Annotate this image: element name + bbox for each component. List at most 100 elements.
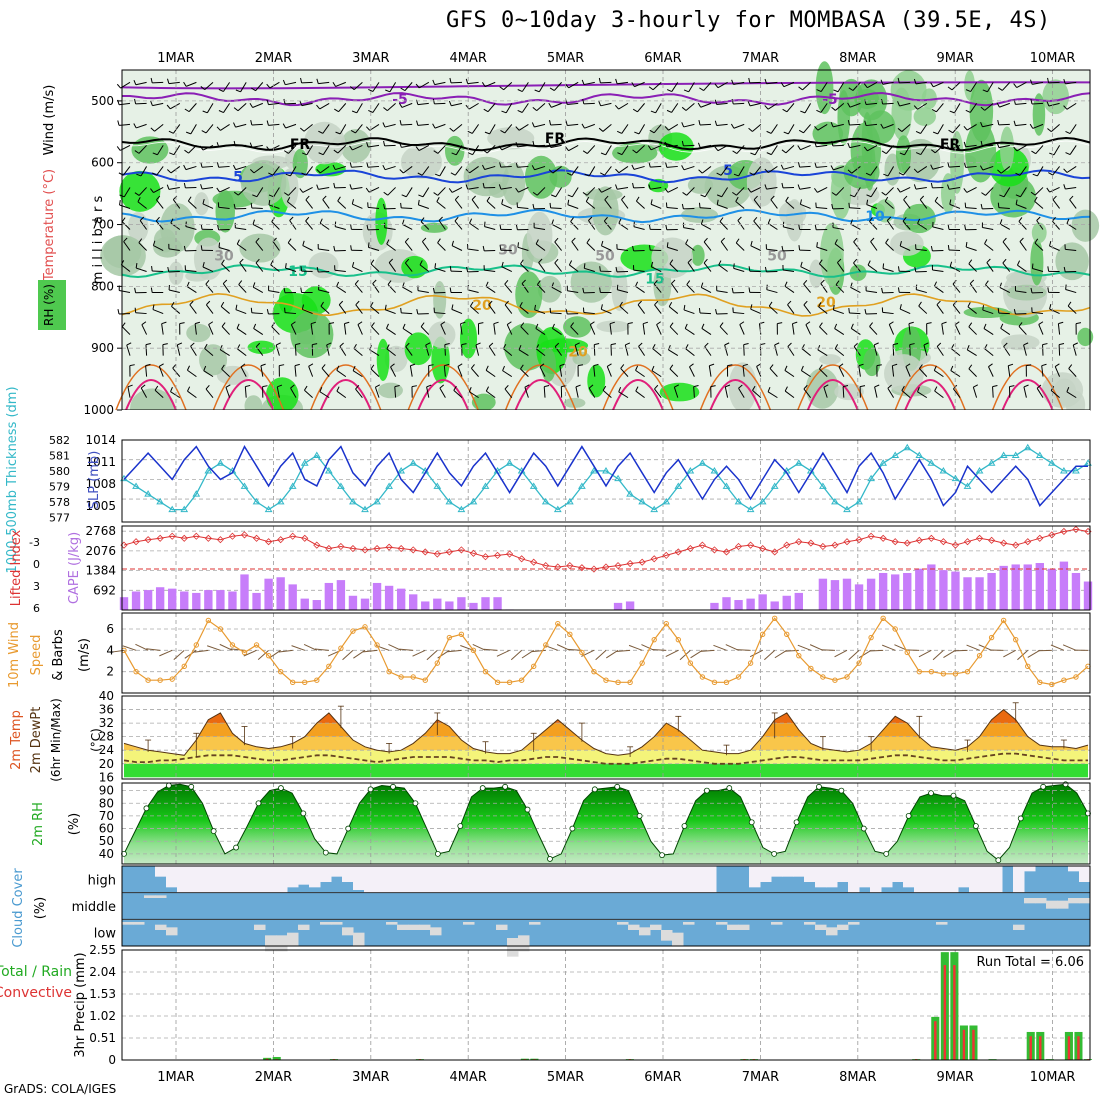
wind-barb-flag bbox=[669, 364, 674, 370]
wind-barb bbox=[138, 145, 147, 154]
wind-barb-flag bbox=[664, 187, 669, 193]
wind-barb bbox=[405, 187, 413, 198]
li-point bbox=[783, 541, 791, 549]
thickness-point bbox=[1072, 466, 1080, 474]
rh-shade bbox=[1030, 238, 1044, 286]
wind-barb bbox=[368, 206, 380, 209]
wind-barb-flag bbox=[814, 141, 817, 147]
wind-barb-flag bbox=[908, 321, 914, 325]
wind-barb bbox=[567, 123, 579, 126]
wind-barb-flag bbox=[664, 141, 668, 147]
rh-shade bbox=[687, 176, 714, 194]
wind-barb-flag bbox=[997, 119, 1000, 126]
wind-barb bbox=[699, 123, 712, 126]
wind-barb bbox=[886, 220, 895, 230]
wind-barb-flag bbox=[515, 224, 518, 230]
wind-barb-flag bbox=[882, 263, 885, 269]
surface-wind-barb bbox=[412, 649, 426, 657]
wind-barb-flag bbox=[221, 364, 225, 370]
rh-shade bbox=[913, 107, 936, 126]
wind-barb bbox=[588, 387, 596, 398]
wind-barb bbox=[637, 304, 646, 314]
cloud-low-cell bbox=[133, 922, 145, 925]
cape-bar bbox=[348, 595, 358, 610]
wind-barb-flag bbox=[698, 169, 703, 174]
wind-barb-flag bbox=[266, 120, 269, 126]
wind-barb-flag bbox=[1029, 123, 1034, 129]
rh-shade bbox=[819, 354, 841, 365]
wind-barb bbox=[136, 267, 147, 273]
y-tick-label: 600 bbox=[91, 156, 114, 170]
wind-barb-flag bbox=[366, 142, 369, 148]
wind-barb-flag bbox=[565, 309, 568, 315]
wind-barb-flag bbox=[780, 164, 784, 170]
rh-shade bbox=[526, 211, 553, 259]
wind-barb-flag bbox=[1036, 384, 1042, 389]
wind-barb bbox=[467, 186, 479, 190]
wind-barb bbox=[602, 390, 612, 399]
wind-barb bbox=[1036, 388, 1044, 398]
wind-barb bbox=[290, 166, 297, 177]
wind-barb-flag bbox=[598, 77, 601, 83]
wind-barb bbox=[517, 165, 529, 168]
cloud-high-cell bbox=[562, 866, 574, 893]
wind-barb-flag bbox=[159, 363, 164, 367]
wind-barb-flag bbox=[388, 258, 394, 263]
wind-barb-flag bbox=[881, 287, 884, 293]
wind-barb-flag bbox=[139, 216, 145, 221]
wind-ylabel-4: (m/s) bbox=[77, 638, 92, 672]
wind-barb bbox=[1072, 344, 1077, 356]
wind-barb bbox=[972, 386, 978, 398]
wind-barb-flag bbox=[883, 173, 889, 177]
wind-barb-flag bbox=[1016, 260, 1021, 266]
wind-barb bbox=[819, 368, 828, 377]
li-point bbox=[1024, 538, 1032, 546]
wind-barb-flag bbox=[781, 149, 787, 154]
surface-wind-barb bbox=[1027, 649, 1041, 658]
wind-barb-flag bbox=[449, 127, 454, 132]
wind-barb bbox=[190, 346, 197, 356]
wind-barb bbox=[1048, 102, 1060, 107]
rh-shade bbox=[746, 157, 777, 207]
wind-barb-flag bbox=[669, 259, 674, 265]
wind-barb-flag bbox=[200, 162, 203, 168]
surface-wind-barb bbox=[521, 649, 534, 659]
wind-barb bbox=[351, 186, 363, 190]
wind-speed-point bbox=[723, 679, 730, 686]
wind-barb bbox=[753, 220, 762, 230]
wind-barb-flag bbox=[764, 184, 768, 190]
wind-barb-flag bbox=[618, 218, 622, 224]
wind-barb-flag bbox=[770, 195, 775, 200]
wind-barb bbox=[733, 123, 745, 129]
li-point bbox=[626, 559, 634, 568]
li-point bbox=[216, 536, 224, 544]
cloud-high-cell bbox=[309, 866, 321, 888]
wind-barb-flag bbox=[383, 203, 386, 210]
wind-barb bbox=[535, 243, 546, 251]
li-point bbox=[686, 544, 694, 553]
rh-shade bbox=[537, 275, 562, 303]
wind-barb bbox=[951, 348, 961, 356]
wind-speed-point bbox=[832, 677, 838, 683]
wind-barb-flag bbox=[127, 384, 133, 388]
surface-wind-barb bbox=[797, 644, 812, 651]
wind-barb-flag bbox=[614, 104, 619, 110]
wind-barb bbox=[774, 344, 778, 356]
wind-barb bbox=[205, 304, 214, 314]
wind-barb-flag bbox=[332, 81, 337, 87]
wind-barb bbox=[484, 269, 496, 273]
cape-tick-label: 2076 bbox=[85, 544, 116, 558]
wind-barb-flag bbox=[747, 101, 751, 107]
wind-barb bbox=[194, 323, 197, 335]
wind-barb-flag bbox=[200, 86, 206, 90]
li-point bbox=[409, 546, 417, 554]
rh-shade bbox=[194, 192, 209, 216]
wind-barb bbox=[635, 369, 645, 378]
cloud-low-cell bbox=[1013, 924, 1025, 930]
wind-barb bbox=[589, 324, 596, 335]
wind-barb bbox=[335, 165, 346, 171]
cloud-high-cell bbox=[815, 866, 827, 888]
thickness-point bbox=[879, 459, 888, 466]
wind-barb bbox=[915, 248, 927, 252]
wind-barb bbox=[636, 145, 645, 154]
